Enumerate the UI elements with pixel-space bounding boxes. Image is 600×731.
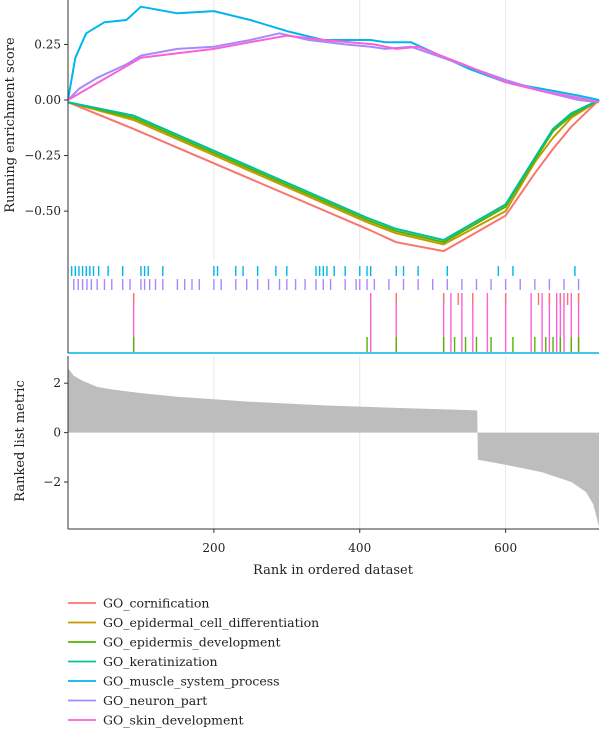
es-line-go-skin-development [67,34,600,104]
es-line-go-epidermal-cell-differentiation [67,99,600,246]
legend-label-go-neuron-part: GO_neuron_part [103,693,207,708]
legend-label-go-cornification: GO_cornification [103,596,209,611]
legend-label-go-epidermal-cell-differentiation: GO_epidermal_cell_differentiation [103,615,319,630]
es-line-go-keratinization [67,99,600,241]
enrichment-y-tick-label: 0.25 [34,37,61,51]
metric-y-tick-label: −2 [43,475,61,489]
metric-y-tick-label: 0 [53,426,61,440]
enrichment-score-panel: 0.25 0.00 −0.25 −0.50 [24,0,600,260]
legend-label-go-keratinization: GO_keratinization [103,654,218,669]
x-axis-label: Rank in ordered dataset [253,563,414,578]
legend: GO_cornification GO_epidermal_cell_differ… [68,596,319,728]
hit-marks-panel [67,260,599,354]
legend-label-go-epidermis-development: GO_epidermis_development [103,635,280,650]
es-line-go-cornification [67,99,600,253]
es-line-go-epidermis-development [67,99,600,244]
metric-y-tick-label: 2 [53,376,61,390]
legend-label-go-muscle-system-process: GO_muscle_system_process [103,674,280,689]
enrichment-y-tick-label: −0.50 [24,204,61,218]
enrichment-y-axis-label: Running enrichment score [3,37,18,213]
x-tick-label: 400 [348,541,371,555]
es-line-go-neuron-part [67,32,600,104]
enrichment-y-tick-label: −0.25 [24,149,61,163]
legend-label-go-skin-development: GO_skin_development [103,713,243,728]
enrichment-y-tick-label: 0.00 [34,93,61,107]
x-tick-label: 600 [494,541,517,555]
metric-y-axis-label: Ranked list metric [13,380,28,501]
ranked-metric-area [68,368,599,527]
ranked-metric-panel: 2 0 −2 200 400 600 [43,356,599,555]
x-tick-label: 200 [202,541,225,555]
